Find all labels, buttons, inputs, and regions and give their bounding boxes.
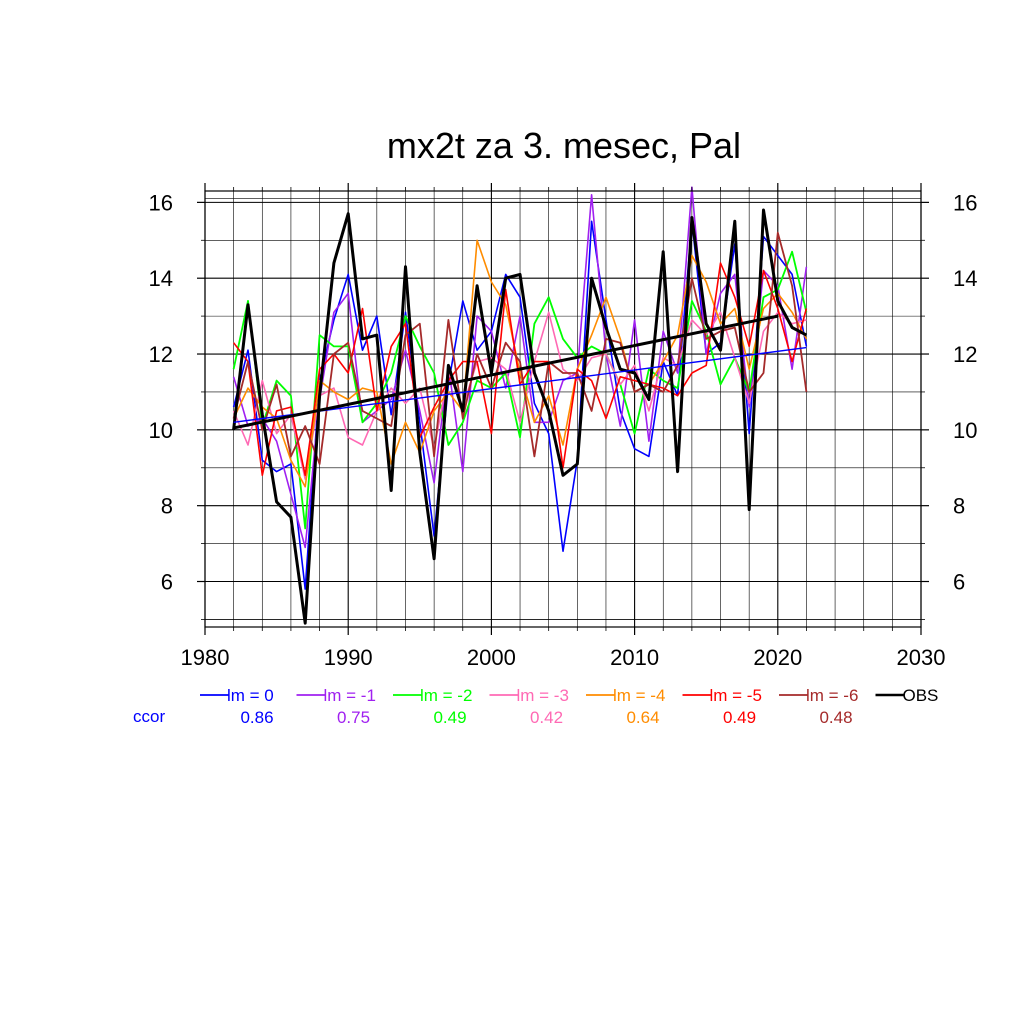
y-tick-label-left: 12: [149, 342, 173, 367]
legend-label: lm = -1: [324, 686, 376, 705]
y-tick-label-right: 12: [953, 342, 977, 367]
legend-label: lm = 0: [227, 686, 274, 705]
legend-label: lm = -3: [517, 686, 569, 705]
legend-label: lm = -6: [806, 686, 858, 705]
x-tick-label: 2000: [467, 645, 516, 670]
legend-label: lm = -5: [710, 686, 762, 705]
axes: 1980 1990 2000 2010 2020 2030 6 6 8 8 10 10 12 12 14 14…: [149, 183, 977, 670]
x-tick-label: 2020: [753, 645, 802, 670]
y-tick-label-right: 8: [953, 494, 965, 519]
x-tick-label: 1990: [324, 645, 373, 670]
y-tick-label-left: 16: [149, 190, 173, 215]
y-tick-label-right: 16: [953, 190, 977, 215]
series-line-lm-2: [232, 250, 808, 530]
series-line-obs: [232, 208, 808, 625]
legend-label: lm = -4: [613, 686, 665, 705]
legend-ccor-value: 0.49: [723, 708, 756, 727]
y-tick-label-left: 10: [149, 418, 173, 443]
y-tick-label-left: 8: [161, 494, 173, 519]
x-tick-label: 2010: [610, 645, 659, 670]
legend-ccor-value: 0.49: [433, 708, 466, 727]
y-tick-label-right: 14: [953, 266, 977, 291]
y-tick-label-right: 10: [953, 418, 977, 443]
plot-frame: [204, 190, 922, 628]
legend-ccor-value: 0.42: [530, 708, 563, 727]
y-tick-label-left: 14: [149, 266, 173, 291]
legend-label: lm = -2: [420, 686, 472, 705]
chart-title: mx2t za 3. mesec, Pal: [387, 125, 741, 166]
trendline-group: [233, 314, 807, 430]
y-tick-label-left: 6: [161, 570, 173, 595]
legend: ccor lm = 0 0.86 lm = -1 0.75 lm = -2 0.49 lm =…: [133, 686, 938, 727]
legend-ccor-value: 0.48: [819, 708, 852, 727]
x-tick-label: 1980: [181, 645, 230, 670]
y-tick-label-right: 6: [953, 570, 965, 595]
legend-label: OBS: [903, 686, 939, 705]
legend-ccor-value: 0.86: [240, 708, 273, 727]
legend-ccor-value: 0.75: [337, 708, 370, 727]
x-tick-label: 2030: [897, 645, 946, 670]
trendline-obs: [233, 314, 779, 430]
grid: [204, 191, 922, 627]
series-line-lm-6: [232, 231, 808, 465]
legend-ccor-value: 0.64: [626, 708, 659, 727]
legend-row-label: ccor: [133, 707, 165, 726]
